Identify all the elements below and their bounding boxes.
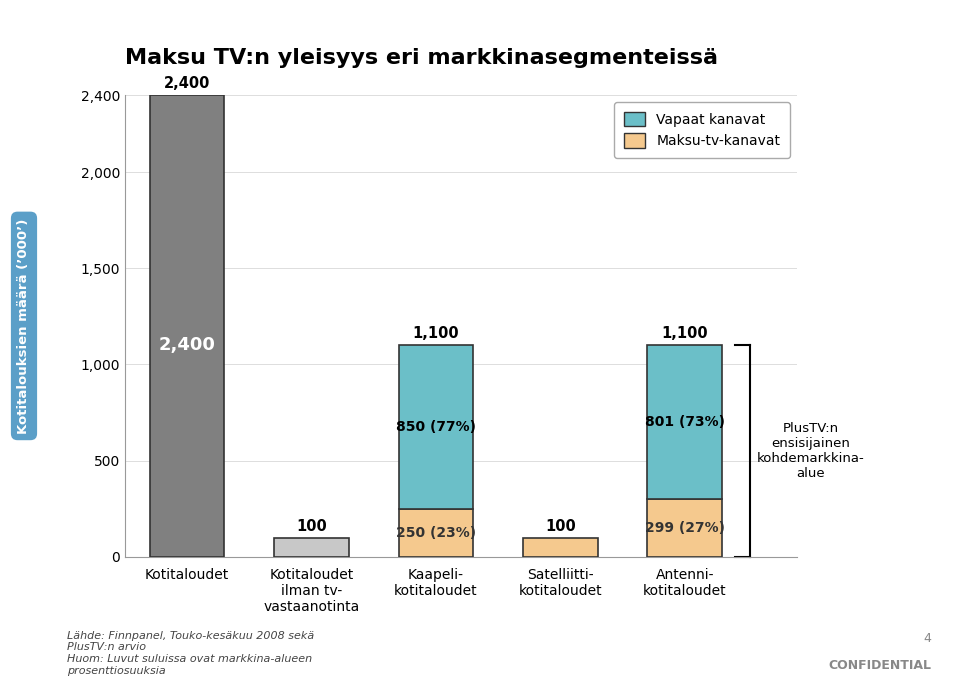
Text: 2,400: 2,400 xyxy=(158,336,215,354)
Text: 100: 100 xyxy=(296,519,326,534)
Bar xyxy=(275,538,348,557)
Text: 850 (77%): 850 (77%) xyxy=(396,420,476,434)
Text: Lähde: Finnpanel, Touko-kesäkuu 2008 sekä
PlusTV:n arvio
Huom: Luvut suluissa ov: Lähde: Finnpanel, Touko-kesäkuu 2008 sek… xyxy=(67,631,315,676)
Text: 299 (27%): 299 (27%) xyxy=(645,521,725,535)
Bar xyxy=(150,95,225,557)
Bar xyxy=(398,509,473,557)
Text: 1,100: 1,100 xyxy=(661,327,708,342)
Text: CONFIDENTIAL: CONFIDENTIAL xyxy=(828,659,931,672)
Legend: Vapaat kanavat, Maksu-tv-kanavat: Vapaat kanavat, Maksu-tv-kanavat xyxy=(614,102,790,158)
Bar xyxy=(647,345,722,499)
Text: 2,400: 2,400 xyxy=(164,76,210,91)
Text: 1,100: 1,100 xyxy=(413,327,459,342)
Bar xyxy=(523,538,598,557)
Text: Kotitalouksien määrä (’000’): Kotitalouksien määrä (’000’) xyxy=(17,218,31,434)
Bar xyxy=(398,345,473,509)
Bar xyxy=(647,499,722,557)
Text: PlusTV:n
ensisijainen
kohdemarkkinа-
alue: PlusTV:n ensisijainen kohdemarkkinа- alu… xyxy=(757,422,865,480)
Text: Maksu TV:n yleisyys eri markkinasegmenteissä: Maksu TV:n yleisyys eri markkinasegmente… xyxy=(125,48,718,68)
Text: 100: 100 xyxy=(545,519,576,534)
Text: 4: 4 xyxy=(924,632,931,645)
Text: 801 (73%): 801 (73%) xyxy=(645,416,725,429)
Text: 250 (23%): 250 (23%) xyxy=(396,526,476,540)
